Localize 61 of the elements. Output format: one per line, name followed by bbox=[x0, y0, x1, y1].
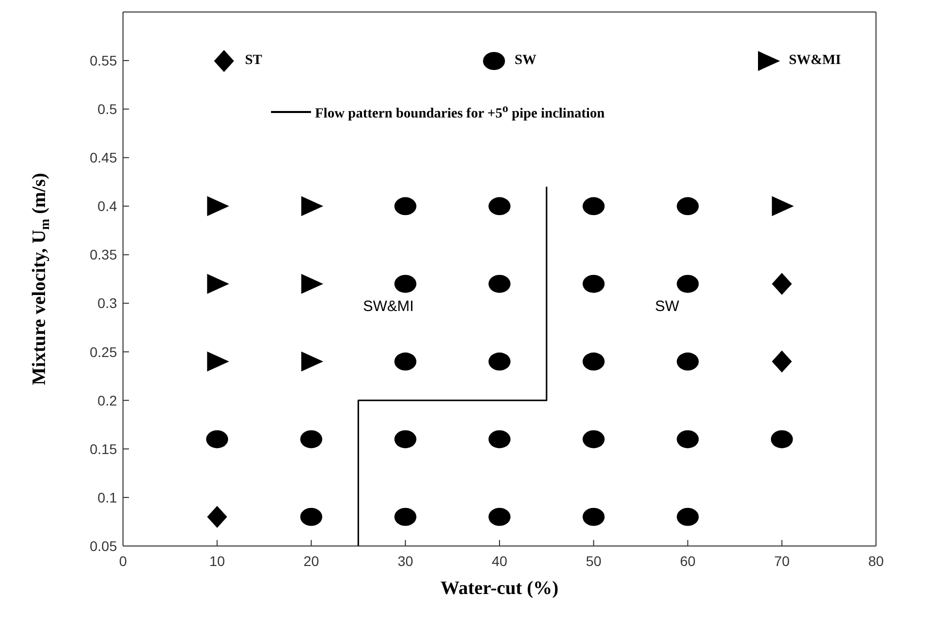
legend-label: Flow pattern boundaries for +5$^{o}$ pipe inclination bbox=[315, 102, 605, 122]
x-tick-label: 50 bbox=[586, 552, 602, 569]
point bbox=[582, 274, 605, 293]
x-tick-label: 10 bbox=[209, 552, 226, 569]
x-tick-label: 60 bbox=[680, 552, 696, 569]
x-tick-label: 0 bbox=[119, 552, 128, 569]
point bbox=[207, 196, 230, 216]
x-tick-label: 70 bbox=[774, 552, 790, 569]
point bbox=[676, 430, 699, 448]
y-tick-label: 0.1 bbox=[98, 489, 118, 506]
point bbox=[301, 352, 324, 372]
y-tick-label: 0.2 bbox=[98, 392, 118, 408]
point bbox=[676, 274, 699, 293]
x-tick-label: 40 bbox=[492, 552, 508, 569]
point bbox=[394, 508, 416, 526]
x-tick-label: 80 bbox=[868, 552, 884, 569]
y-tick-label: 0.4 bbox=[98, 198, 118, 214]
point bbox=[206, 430, 228, 448]
y-tick-label: 0.05 bbox=[90, 538, 118, 554]
point bbox=[488, 197, 510, 216]
x-axis-title: Water-cut (%) bbox=[440, 578, 558, 599]
point bbox=[582, 197, 605, 216]
y-tick-label: 0.3 bbox=[98, 295, 118, 312]
point bbox=[582, 508, 605, 526]
point bbox=[582, 430, 605, 448]
point bbox=[301, 196, 324, 216]
point bbox=[207, 506, 228, 528]
y-tick-label: 0.45 bbox=[90, 150, 118, 166]
point bbox=[772, 350, 792, 373]
point bbox=[488, 352, 510, 371]
y-tick-label: 0.5 bbox=[98, 101, 118, 118]
point bbox=[488, 274, 510, 293]
annotation: SW bbox=[655, 298, 680, 315]
point bbox=[207, 274, 230, 294]
y-tick-label: 0.55 bbox=[90, 52, 118, 69]
point bbox=[394, 274, 416, 293]
point bbox=[488, 508, 510, 526]
point bbox=[772, 196, 794, 216]
point bbox=[676, 197, 699, 216]
legend-label: SW bbox=[514, 53, 536, 69]
x-tick-label: 30 bbox=[398, 552, 414, 569]
point bbox=[300, 430, 322, 448]
point bbox=[394, 352, 416, 371]
point bbox=[394, 197, 416, 216]
legend-label: SW&MI bbox=[788, 53, 841, 69]
point bbox=[394, 430, 416, 448]
point bbox=[676, 508, 699, 526]
point bbox=[488, 430, 510, 448]
x-tick-label: 20 bbox=[303, 552, 320, 569]
point bbox=[676, 352, 699, 371]
point bbox=[770, 430, 793, 448]
y-tick-label: 0.15 bbox=[90, 440, 118, 457]
point bbox=[300, 508, 322, 526]
point bbox=[301, 274, 324, 294]
point bbox=[207, 352, 230, 372]
legend-label: ST bbox=[245, 53, 262, 69]
y-tick-label: 0.25 bbox=[90, 344, 118, 360]
y-tick-label: 0.35 bbox=[90, 246, 118, 263]
point bbox=[772, 272, 792, 295]
annotation: SW&MI bbox=[363, 298, 414, 315]
point bbox=[582, 352, 605, 371]
